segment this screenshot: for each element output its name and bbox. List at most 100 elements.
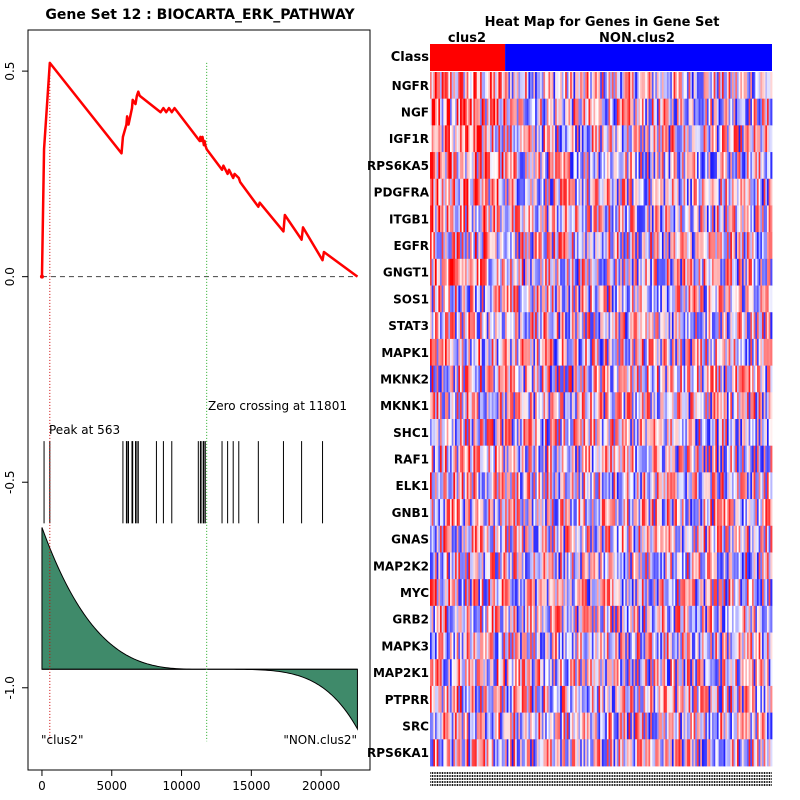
heatmap-cell <box>513 445 516 473</box>
heatmap-cell <box>673 205 676 233</box>
heatmap-cell <box>591 632 594 660</box>
heatmap-cell <box>546 685 549 714</box>
heatmap-cell <box>608 98 611 126</box>
heatmap-cell <box>628 419 631 447</box>
heatmap-cell <box>516 659 519 687</box>
heatmap-cell <box>548 152 551 180</box>
heatmap-cell <box>581 312 584 340</box>
heatmap-cell <box>745 285 748 313</box>
heatmap-cell <box>618 525 621 553</box>
heatmap-cell <box>526 178 529 206</box>
heatmap-cell <box>556 659 559 687</box>
heatmap-cell <box>600 525 603 553</box>
heatmap-cell <box>658 579 661 607</box>
heatmap-cell <box>636 685 639 714</box>
heatmap-cell <box>625 365 628 393</box>
heatmap-cell <box>586 419 589 447</box>
heatmap-cell <box>545 312 548 340</box>
heatmap-cell <box>761 499 765 527</box>
heatmap-cell <box>710 632 713 660</box>
heatmap-cell <box>680 605 683 633</box>
heatmap-cell <box>561 419 564 447</box>
heatmap-cell <box>436 659 439 687</box>
heatmap-cell <box>755 499 758 527</box>
heatmap-cell <box>655 312 658 340</box>
heatmap-cell <box>758 579 761 607</box>
heatmap-cell <box>770 258 773 286</box>
heatmap-cell <box>496 365 499 393</box>
heatmap-cell <box>708 205 711 233</box>
heatmap-cell <box>488 312 491 340</box>
heatmap-cell <box>648 632 651 660</box>
heatmap-cell <box>458 445 461 473</box>
heatmap-cell <box>765 152 768 180</box>
heatmap-cell <box>713 605 716 633</box>
heatmap-cell <box>563 472 566 500</box>
heatmap-cell <box>685 605 688 633</box>
heatmap-cell <box>740 258 743 286</box>
heatmap-cell <box>758 258 761 286</box>
heatmap-cell <box>535 685 538 714</box>
heatmap-cell <box>553 178 556 206</box>
heatmap-cell <box>718 579 721 607</box>
heatmap-cell <box>588 152 591 180</box>
heatmap-cell <box>743 659 746 687</box>
heatmap-cell <box>730 232 733 260</box>
heatmap-cell <box>626 605 629 633</box>
heatmap-cell <box>630 632 633 660</box>
heatmap-cell <box>715 552 718 580</box>
heatmap-cell <box>713 152 716 180</box>
heatmap-cell <box>588 392 591 420</box>
heatmap-cell <box>718 312 721 340</box>
heatmap-cell <box>740 499 743 527</box>
heatmap-cell <box>693 98 696 126</box>
heatmap-cell <box>433 392 436 420</box>
heatmap-cell <box>726 258 730 286</box>
heatmap-cell <box>690 579 693 607</box>
heatmap-cell <box>640 659 643 687</box>
heatmap-cell <box>515 98 518 126</box>
heatmap-cell <box>506 579 509 607</box>
heatmap-cell <box>501 579 504 607</box>
heatmap-cell <box>610 338 613 367</box>
heatmap-cell <box>735 552 738 580</box>
heatmap-cell <box>723 338 726 367</box>
heatmap-cell <box>438 552 441 580</box>
heatmap-cell <box>583 445 586 473</box>
heatmap-cell <box>525 178 528 206</box>
heatmap-cell <box>578 205 581 233</box>
heatmap-cell <box>441 525 444 553</box>
heatmap-cell <box>580 178 583 206</box>
heatmap-cell <box>438 312 441 340</box>
heatmap-cell <box>690 312 693 340</box>
heatmap-cell <box>458 205 461 233</box>
heatmap-cell <box>596 419 599 447</box>
heatmap-cell <box>453 445 456 473</box>
heatmap-cell <box>430 659 433 687</box>
heatmap-cell <box>533 152 536 180</box>
heatmap-cell <box>751 659 755 687</box>
heatmap-cell <box>545 525 548 553</box>
heatmap-cell <box>763 472 766 500</box>
heatmap-cell <box>703 125 706 153</box>
heatmap-cell <box>751 632 755 660</box>
heatmap-cell <box>551 632 554 660</box>
heatmap-cell <box>755 338 758 367</box>
heatmap-cell <box>700 499 703 527</box>
heatmap-cell <box>723 125 726 153</box>
heatmap-cell <box>676 365 679 393</box>
heatmap-cell <box>718 125 721 153</box>
heatmap-cell <box>505 659 508 687</box>
heatmap-cell <box>623 232 626 260</box>
heatmap-cell <box>466 365 469 393</box>
heatmap-cell <box>767 579 770 607</box>
heatmap-cell <box>668 685 671 714</box>
heatmap-cell <box>690 419 693 447</box>
heatmap-cell <box>600 632 603 660</box>
heatmap-cell <box>493 445 496 473</box>
heatmap-cell <box>440 552 443 580</box>
heatmap-cell <box>468 632 471 660</box>
heatmap-cell <box>666 338 669 367</box>
heatmap-cell <box>606 419 609 447</box>
heatmap-cell <box>738 472 741 500</box>
